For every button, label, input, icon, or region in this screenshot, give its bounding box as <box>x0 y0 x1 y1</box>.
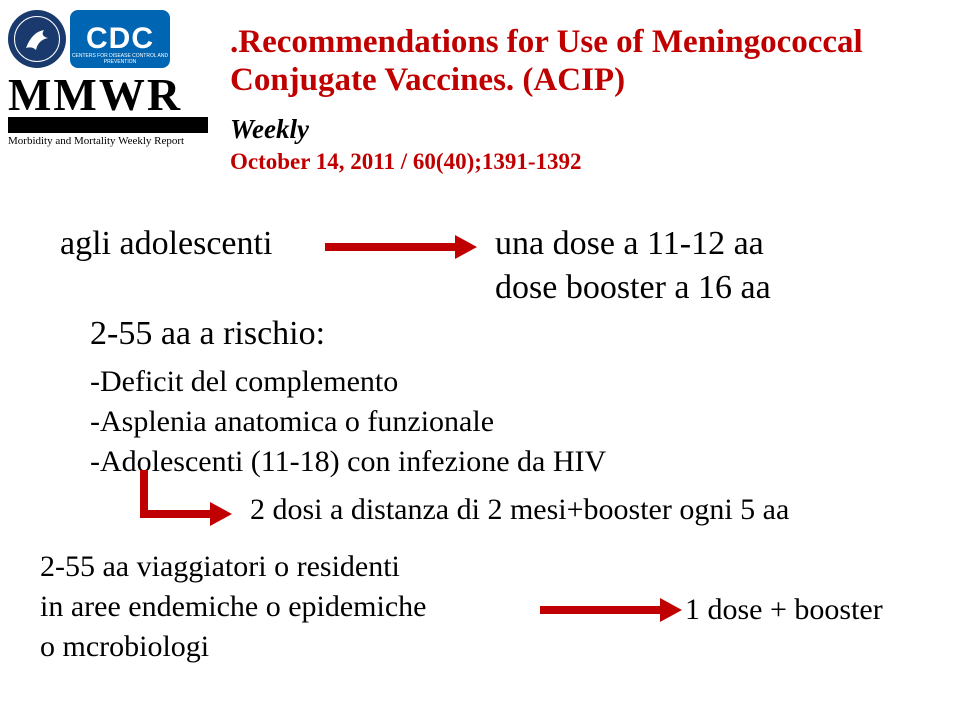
cdc-logo-subtext: CENTERS FOR DISEASE CONTROL AND PREVENTI… <box>70 53 170 65</box>
line-una-dose: una dose a 11-12 aa <box>495 225 764 263</box>
agency-logos: CDC CENTERS FOR DISEASE CONTROL AND PREV… <box>8 10 208 68</box>
cdc-logo: CDC CENTERS FOR DISEASE CONTROL AND PREV… <box>70 10 170 68</box>
line-adolescenti: agli adolescenti <box>60 225 272 263</box>
hhs-logo <box>8 10 66 68</box>
mmwr-logo: MMWR Morbidity and Mortality Weekly Repo… <box>8 74 208 147</box>
line-1dose-booster: 1 dose + booster <box>685 593 883 627</box>
mmwr-subtitle: Morbidity and Mortality Weekly Report <box>8 135 208 147</box>
line-rischio: 2-55 aa a rischio: <box>90 315 325 353</box>
line-dose-booster: dose booster a 16 aa <box>495 269 771 307</box>
line-deficit: -Deficit del complemento <box>90 365 398 399</box>
title-block: .Recommendations for Use of Meningococca… <box>230 24 930 175</box>
line-viaggiatori: 2-55 aa viaggiatori o residenti <box>40 550 400 584</box>
title-line-2: Conjugate Vaccines. (ACIP) <box>230 62 930 100</box>
dateline: October 14, 2011 / 60(40);1391-1392 <box>230 149 930 175</box>
line-2dosi: 2 dosi a distanza di 2 mesi+booster ogni… <box>250 493 789 527</box>
logo-area: CDC CENTERS FOR DISEASE CONTROL AND PREV… <box>8 10 208 147</box>
line-microbiologi: o mcrobiologi <box>40 630 209 664</box>
cdc-logo-text: CDC <box>86 22 154 56</box>
line-hiv: -Adolescenti (11-18) con infezione da HI… <box>90 445 606 479</box>
weekly-label: Weekly <box>230 114 930 145</box>
line-asplenia: -Asplenia anatomica o funzionale <box>90 405 494 439</box>
mmwr-title: MMWR <box>8 74 208 115</box>
title-line-1: .Recommendations for Use of Meningococca… <box>230 24 930 62</box>
line-endemiche: in aree endemiche o epidemiche <box>40 590 426 624</box>
hhs-bird-icon <box>14 16 60 62</box>
